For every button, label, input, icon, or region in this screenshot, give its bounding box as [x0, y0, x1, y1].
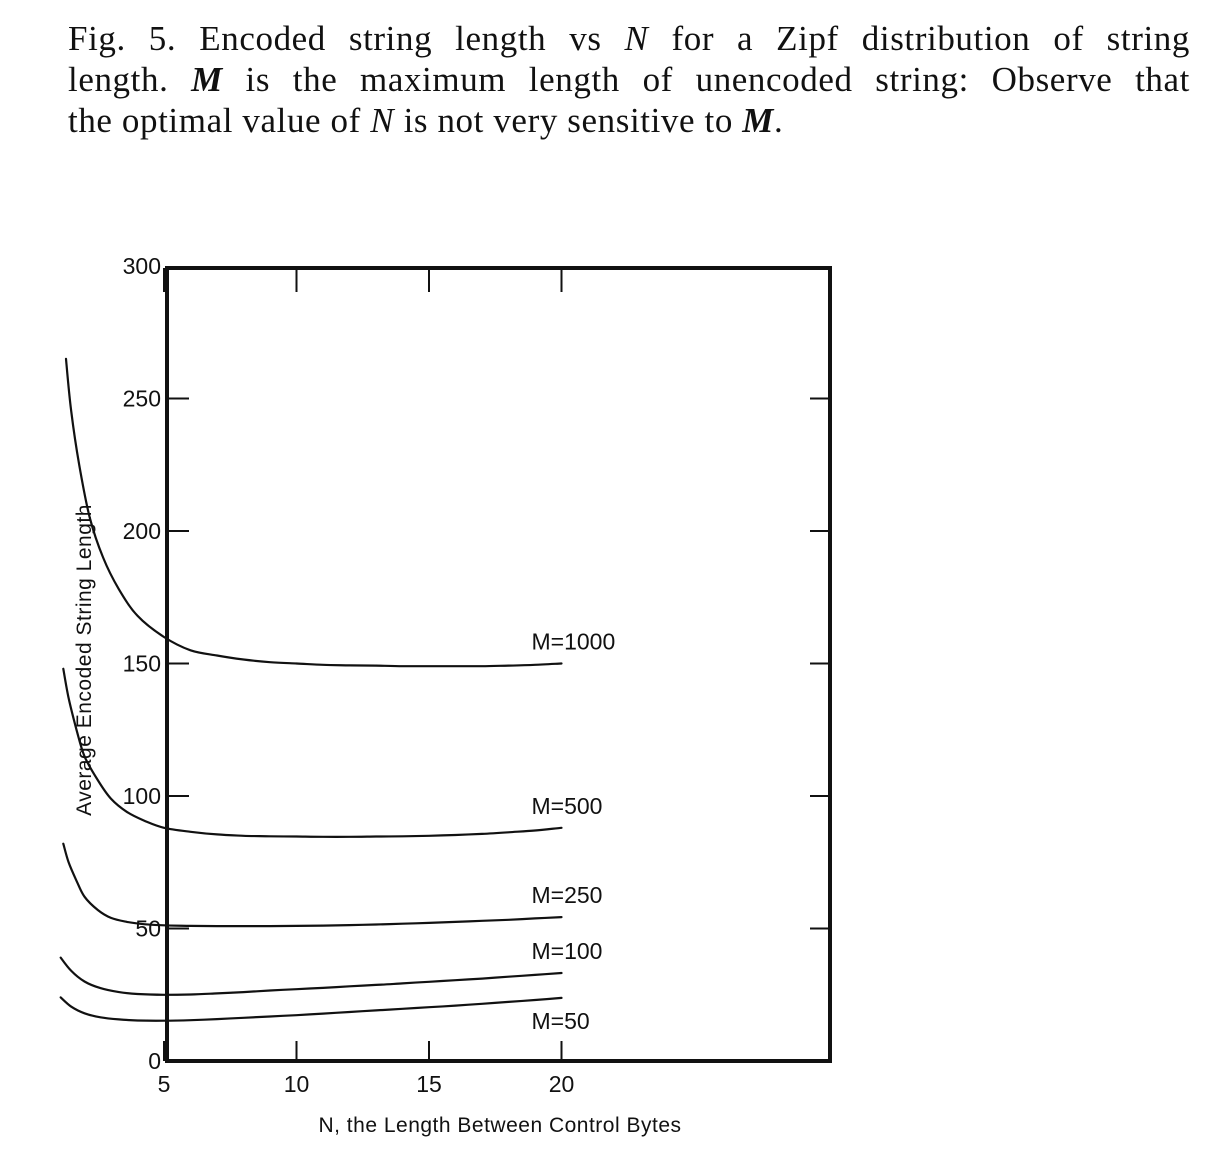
x-tick-label: 10 [284, 1071, 310, 1097]
caption-text: the optimal value of [68, 101, 361, 140]
caption-var-m: M [191, 60, 223, 99]
series-label: M=250 [532, 882, 603, 908]
x-tick-label: 15 [416, 1071, 442, 1097]
figure-caption: Fig. 5. Encoded string length vs N for a… [68, 18, 1190, 141]
y-axis-label: Average Encoded String Length [73, 504, 96, 816]
caption-line-1: Fig. 5. Encoded string length vs N for a… [68, 18, 1190, 59]
caption-text: . [774, 101, 784, 140]
series-line-2 [62, 667, 563, 838]
caption-text: is the maximum length of unencoded strin… [245, 60, 1190, 99]
y-tick-label: 300 [123, 253, 161, 279]
y-tick-label: 0 [148, 1048, 161, 1074]
series-line-1 [64, 357, 563, 668]
caption-var-m: M [742, 101, 775, 140]
y-tick-label: 50 [135, 916, 161, 942]
x-tick-label: 5 [158, 1071, 171, 1097]
series-label: M=500 [532, 793, 603, 819]
caption-text: for a Zipf distribution of string [671, 19, 1191, 58]
series-line-5 [59, 996, 563, 1022]
caption-var-n: N [624, 19, 649, 58]
x-tick-label: 20 [549, 1071, 575, 1097]
caption-text: length. [68, 60, 169, 99]
axis-ticks: 0 50 100 150 200 250 300 5 10 15 20 [123, 253, 830, 1097]
caption-text: is not very sensitive to [403, 101, 733, 140]
y-tick-label: 200 [123, 518, 161, 544]
y-tick-label: 100 [123, 783, 161, 809]
caption-var-n: N [370, 101, 395, 140]
series-labels: M=1000 M=500 M=250 M=100 M=50 [532, 629, 616, 1034]
caption-line-3: the optimal value of N is not very sensi… [68, 100, 1190, 141]
series-label: M=100 [532, 938, 603, 964]
y-tick-label: 250 [123, 386, 161, 412]
series-line-4 [59, 956, 563, 996]
caption-fig-label: Fig. 5. [68, 19, 177, 58]
series-label: M=50 [532, 1008, 590, 1034]
y-tick-label: 150 [123, 651, 161, 677]
plot-frame [165, 266, 832, 1063]
x-axis-label: N, the Length Between Control Bytes [318, 1114, 681, 1137]
caption-line-2: length. M is the maximum length of unenc… [68, 59, 1190, 100]
series-label: M=1000 [532, 629, 616, 655]
caption-text: Encoded string length vs [199, 19, 602, 58]
series-lines [59, 357, 563, 1022]
series-line-3 [62, 842, 563, 928]
